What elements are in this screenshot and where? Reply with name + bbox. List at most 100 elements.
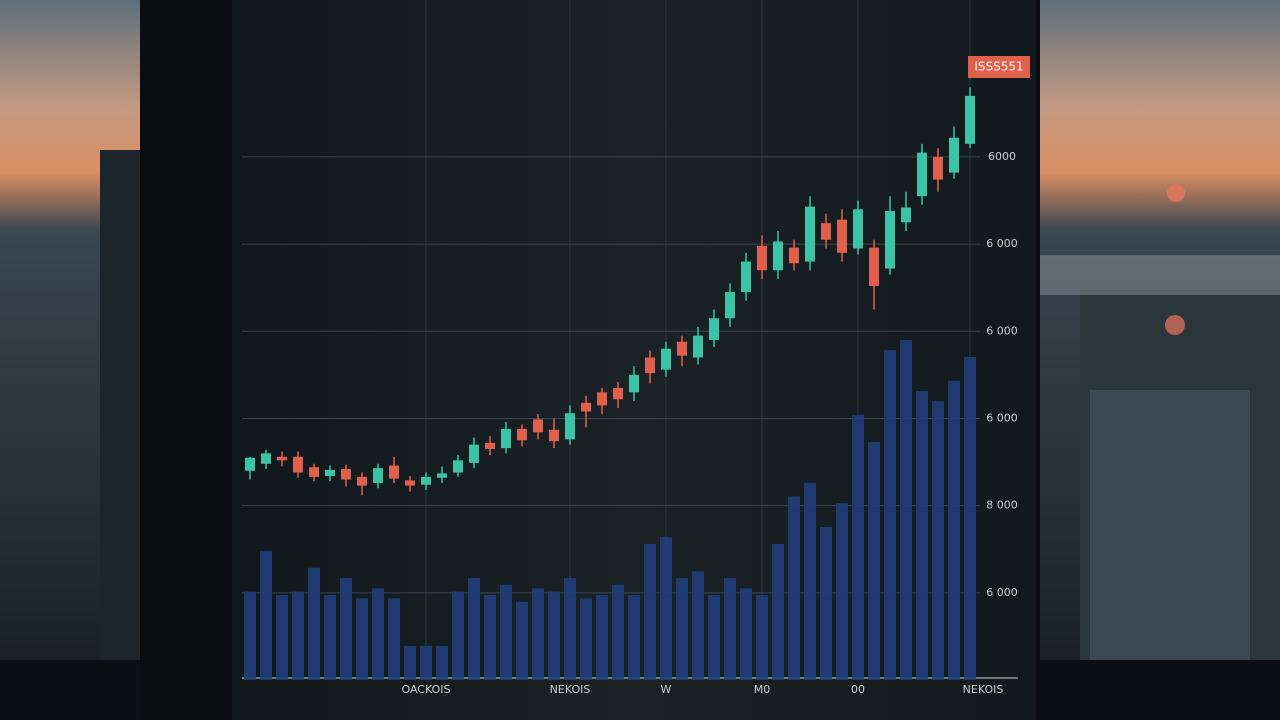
- volume-bar: [852, 414, 864, 680]
- candle-body: [293, 456, 303, 473]
- candle-body: [501, 428, 511, 449]
- candle-body: [373, 468, 383, 483]
- candle-body: [965, 95, 975, 144]
- x-tick-label: NEKOIS: [550, 683, 591, 696]
- candle-body: [661, 348, 671, 370]
- candle-body: [261, 453, 271, 464]
- light: [1165, 315, 1185, 335]
- volume-bar: [244, 591, 256, 680]
- price-tag: ISSS551: [974, 60, 1023, 74]
- volume-bar: [772, 544, 784, 680]
- building: [100, 150, 140, 670]
- y-tick-label: 6 000: [986, 324, 1018, 337]
- y-tick-label: 6 000: [986, 586, 1018, 599]
- candle-body: [725, 292, 735, 319]
- candle-body: [453, 460, 463, 473]
- volume-bar: [644, 544, 656, 680]
- volume-bar: [356, 598, 368, 680]
- volume-bar: [372, 588, 384, 680]
- candle-body: [789, 247, 799, 264]
- volume-bar: [724, 578, 736, 680]
- y-tick-label: 6000: [988, 150, 1016, 163]
- y-tick-label: 8 000: [986, 499, 1018, 512]
- candle-body: [389, 465, 399, 479]
- volume-bar: [788, 496, 800, 680]
- candle-body: [613, 387, 623, 400]
- volume-bar: [740, 588, 752, 680]
- candle-body: [917, 152, 927, 197]
- volume-bar: [660, 537, 672, 680]
- candle-body: [421, 476, 431, 485]
- volume-bar: [868, 442, 880, 680]
- candle-body: [341, 469, 351, 480]
- candle-body: [837, 219, 847, 253]
- volume-bar: [804, 482, 816, 680]
- x-tick-label: M0: [754, 683, 771, 696]
- volume-bar: [468, 578, 480, 680]
- volume-bar: [308, 567, 320, 680]
- volume-bar: [404, 646, 416, 680]
- volume-bar: [564, 578, 576, 680]
- candle-body: [645, 357, 655, 374]
- volume-bar: [948, 380, 960, 680]
- candle-body: [565, 413, 575, 440]
- x-tick-label: NEKOIS: [963, 683, 1004, 696]
- candle-body: [581, 402, 591, 412]
- volume-bar: [916, 391, 928, 680]
- volume-bar: [420, 646, 432, 680]
- candle-body: [517, 428, 527, 441]
- candle-body: [693, 335, 703, 358]
- volume-bar: [388, 598, 400, 680]
- candle-body: [277, 456, 287, 461]
- volume-bar: [452, 591, 464, 680]
- volume-bar: [340, 578, 352, 680]
- candle-body: [773, 241, 783, 271]
- candle-body: [405, 480, 415, 486]
- candle-body: [885, 210, 895, 269]
- river: [1040, 255, 1280, 295]
- y-tick-label: 6 000: [986, 411, 1018, 424]
- volume-bar: [932, 401, 944, 680]
- candle-body: [853, 209, 863, 249]
- candle-body: [933, 156, 943, 180]
- building: [1090, 390, 1250, 670]
- candles: [245, 87, 975, 496]
- candle-body: [325, 469, 335, 476]
- candle-body: [549, 429, 559, 442]
- candle-body: [757, 245, 767, 271]
- candle-body: [469, 444, 479, 463]
- volume-bar: [292, 591, 304, 680]
- volume-bar: [276, 595, 288, 680]
- candle-body: [437, 473, 447, 478]
- volume-bar: [900, 340, 912, 680]
- x-tick-label: 00: [851, 683, 865, 696]
- candle-body: [245, 457, 255, 471]
- candle-body: [805, 206, 815, 262]
- candle-body: [901, 207, 911, 223]
- candle-body: [741, 261, 751, 293]
- volume-bar: [708, 595, 720, 680]
- candle-body: [677, 341, 687, 356]
- candle-body: [597, 392, 607, 406]
- candle-body: [709, 318, 719, 340]
- price-tag-box: [968, 56, 1030, 78]
- volume-bar: [628, 595, 640, 680]
- volume-bar: [964, 357, 976, 680]
- volume-bar: [260, 550, 272, 680]
- volume-bar: [756, 595, 768, 680]
- candle-body: [485, 442, 495, 449]
- candle-body: [949, 137, 959, 173]
- x-tick-label: W: [661, 683, 672, 696]
- volume-bars: [244, 340, 976, 680]
- volume-bar: [612, 584, 624, 680]
- candle-body: [629, 374, 639, 393]
- volume-bar: [820, 527, 832, 680]
- volume-bar: [516, 601, 528, 680]
- volume-bar: [324, 595, 336, 680]
- candle-body: [357, 476, 367, 486]
- candle-body: [309, 467, 319, 477]
- labels: 6000 6 000 6 000 6 000 8 000 6 000 OACKOIS NEKO…: [402, 150, 1018, 696]
- candle-body: [533, 419, 543, 433]
